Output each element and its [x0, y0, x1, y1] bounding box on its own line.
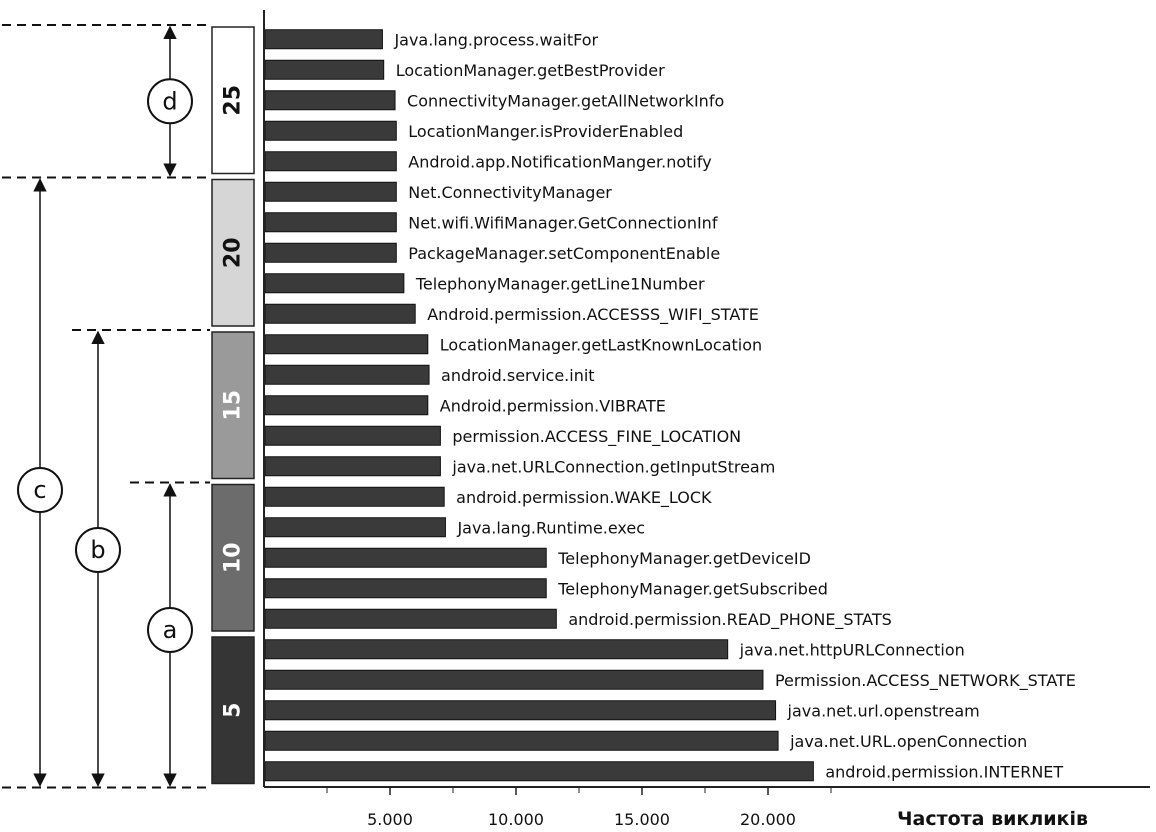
x-tick-label: 15.000 — [614, 810, 670, 829]
range-letter: c — [33, 476, 46, 504]
bar — [264, 486, 445, 507]
x-tick-label: 20.000 — [740, 810, 796, 829]
group-label: 25 — [221, 85, 246, 116]
bar — [264, 303, 416, 324]
bar — [264, 669, 764, 690]
bar — [264, 151, 397, 172]
bar — [264, 578, 547, 599]
bar — [264, 395, 429, 416]
bar-label: LocationManager.getBestProvider — [396, 61, 665, 80]
group-box — [211, 331, 255, 480]
bar — [264, 273, 405, 294]
x-tick-label: 5.000 — [367, 810, 413, 829]
group-label: 15 — [221, 390, 246, 421]
x-tick-label: 10.000 — [488, 810, 544, 829]
bar — [264, 639, 729, 660]
bar-label: LocationManger.isProviderEnabled — [408, 122, 683, 141]
bar-label: TelephonyManager.getSubscribed — [557, 579, 828, 598]
bar-label: Android.permission.VIBRATE — [440, 396, 666, 415]
range-circle — [147, 78, 193, 125]
axes — [263, 10, 1150, 788]
bar-label: Net.ConnectivityManager — [408, 183, 612, 202]
bar-label: TelephonyManager.getDeviceID — [557, 549, 811, 568]
group-box — [211, 178, 255, 327]
bar — [264, 242, 397, 263]
range-markers: d c b a — [2, 24, 210, 789]
bars: Java.lang.process.waitFor LocationManager… — [264, 29, 1076, 782]
bar — [264, 120, 397, 141]
group-box — [211, 26, 255, 175]
bar-label: permission.ACCESS_FINE_LOCATION — [452, 427, 741, 447]
bar-label: android.permission.READ_PHONE_STATS — [568, 610, 891, 630]
bar-label: Java.lang.process.waitFor — [393, 30, 598, 49]
bar — [264, 425, 441, 446]
range-circle — [147, 607, 193, 653]
bar-label: LocationManager.getLastKnownLocation — [440, 335, 762, 354]
bar — [264, 761, 814, 782]
bar — [264, 547, 547, 568]
bar — [264, 334, 429, 355]
bar-label: ConnectivityManager.getAllNetworkInfo — [407, 91, 724, 110]
group-boxes: 25 20 15 10 5 — [211, 26, 255, 785]
bar-label: java.net.URL.openConnection — [789, 732, 1027, 751]
range-letter: d — [162, 87, 177, 115]
group-box — [211, 636, 255, 785]
group-label: 5 — [221, 703, 246, 718]
bar-label: java.net.url.openstream — [787, 701, 980, 720]
bar-label: PackageManager.setComponentEnable — [408, 244, 720, 263]
bar-label: Android.permission.ACCESSS_WIFI_STATE — [427, 305, 759, 325]
bar-label: android.service.init — [441, 366, 595, 385]
group-label: 10 — [221, 542, 246, 573]
bar — [264, 700, 777, 721]
bar — [264, 212, 397, 233]
group-label: 20 — [221, 237, 246, 268]
bar-label: Permission.ACCESS_NETWORK_STATE — [775, 671, 1076, 691]
bar — [264, 90, 396, 111]
x-ticks: 5.000 10.000 15.000 20.000 — [326, 787, 832, 829]
bar-label: java.net.URLConnection.getInputStream — [451, 457, 775, 476]
bar-label: Net.wifi.WifiManager.GetConnectionInf — [408, 213, 718, 232]
group-box — [211, 483, 255, 632]
bar-label: android.permission.WAKE_LOCK — [456, 488, 712, 508]
range-circle — [17, 467, 63, 513]
range-letter: a — [163, 616, 178, 644]
range-circle — [75, 527, 121, 573]
bar-label: Java.lang.Runtime.exec — [456, 518, 645, 537]
x-axis-title: Частота викликів — [897, 808, 1088, 830]
bar — [264, 608, 557, 629]
bar-label: java.net.httpURLConnection — [739, 640, 965, 659]
bar — [264, 181, 397, 202]
bar — [264, 730, 779, 751]
bar-label: android.permission.INTERNET — [825, 762, 1063, 781]
bar — [264, 517, 446, 538]
bar-label: TelephonyManager.getLine1Number — [415, 274, 705, 293]
bar — [264, 29, 383, 50]
bar-label: Android.app.NotificationManger.notify — [408, 152, 711, 171]
range-letter: b — [90, 536, 105, 564]
bar — [264, 59, 385, 80]
bar — [264, 364, 430, 385]
bar — [264, 456, 441, 477]
